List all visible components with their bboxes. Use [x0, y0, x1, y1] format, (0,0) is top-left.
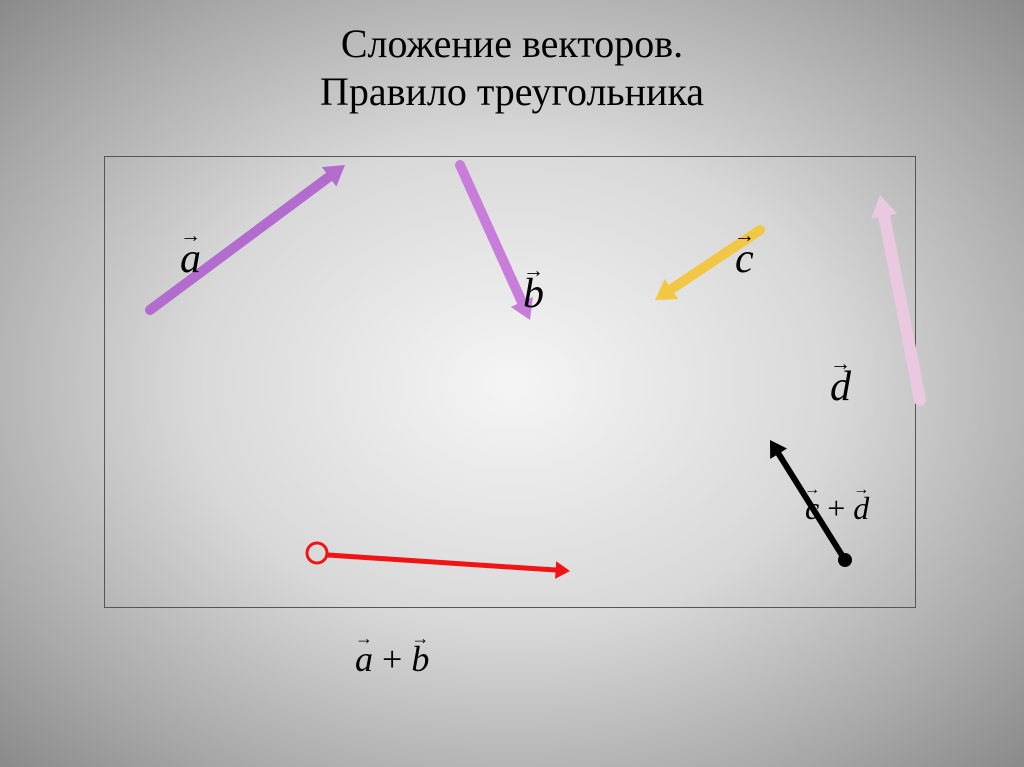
- label-a: a: [180, 235, 201, 283]
- label-c: c: [735, 235, 754, 283]
- sym-a: a: [180, 235, 201, 283]
- slide: Сложение векторов. Правило треугольника …: [0, 0, 1024, 767]
- diagram-frame: [104, 156, 916, 608]
- sym-cd-c: c: [805, 490, 819, 527]
- slide-title: Сложение векторов. Правило треугольника: [0, 20, 1024, 116]
- label-ab: a + b: [355, 638, 429, 680]
- sym-cd-d: d: [853, 490, 869, 527]
- sym-cd-plus: +: [827, 490, 845, 526]
- title-line-2: Правило треугольника: [320, 69, 704, 114]
- sym-ab-plus: +: [382, 639, 402, 679]
- sym-ab-a: a: [355, 638, 373, 680]
- sym-b: b: [523, 270, 544, 318]
- sym-c: c: [735, 235, 754, 283]
- sym-d: d: [830, 363, 851, 411]
- sym-ab-b: b: [411, 638, 429, 680]
- label-d: d: [830, 363, 851, 411]
- label-cd: c + d: [805, 490, 869, 527]
- title-line-1: Сложение векторов.: [341, 21, 683, 66]
- label-b: b: [523, 270, 544, 318]
